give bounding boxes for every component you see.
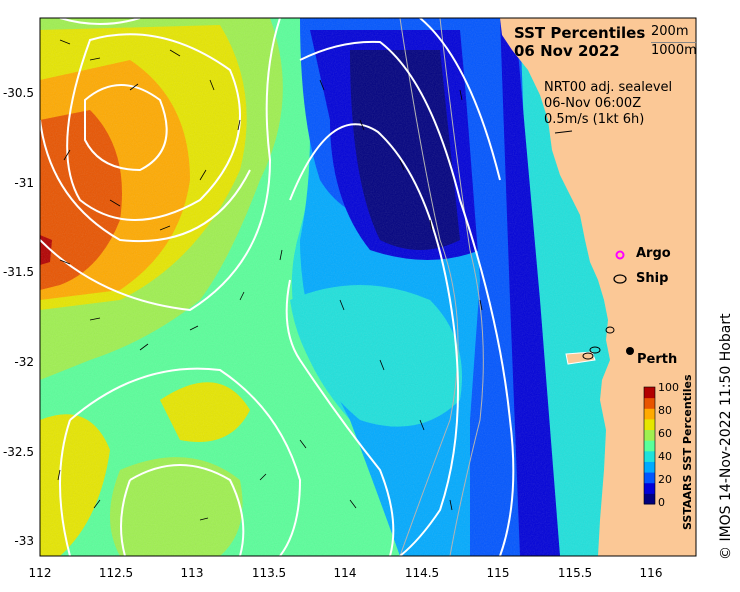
colorbar-segment	[644, 408, 655, 420]
x-tick: 113	[180, 566, 204, 580]
ship-label: Ship	[636, 271, 669, 286]
colorbar-segment	[644, 493, 655, 505]
colorbar-segment	[644, 482, 655, 494]
contour-legend-1000m: 1000m	[651, 42, 697, 58]
x-tick: 115	[486, 566, 510, 580]
y-tick: -32	[14, 355, 34, 369]
colorbar-segment	[644, 472, 655, 484]
colorbar-segment	[644, 397, 655, 409]
argo-label: Argo	[636, 246, 671, 261]
colorbar-tick: 80	[658, 404, 672, 417]
x-tick: 116	[639, 566, 663, 580]
map-date: 06 Nov 2022	[514, 42, 620, 60]
colorbar-segment	[644, 418, 655, 431]
ssh-contours	[40, 18, 515, 556]
y-tick: -31	[14, 176, 34, 190]
credit-text: © IMOS 14-Nov-2022 11:50 Hobart	[718, 313, 734, 560]
plot-area	[40, 18, 696, 556]
x-tick: 114.5	[404, 566, 440, 580]
contour-legend-200m: 200m	[651, 24, 689, 39]
x-tick: 113.5	[251, 566, 287, 580]
colorbar-tick: 40	[658, 450, 672, 463]
perth-marker	[626, 347, 634, 355]
argo-marker	[615, 250, 625, 260]
current-source: NRT00 adj. sealevel	[544, 80, 673, 95]
x-tick: 112.5	[98, 566, 134, 580]
map-title: SST Percentiles	[514, 24, 646, 42]
colorbar-tick: 20	[658, 473, 672, 486]
colorbar-segment	[644, 429, 655, 441]
colorbar	[643, 386, 656, 505]
colorbar-segment	[644, 440, 655, 452]
colorbar-segment	[644, 450, 655, 462]
colorbar-segment	[644, 461, 655, 473]
x-tick: 112	[28, 566, 52, 580]
colorbar-tick: 0	[658, 496, 665, 509]
x-tick: 115.5	[557, 566, 593, 580]
perth-label: Perth	[637, 352, 678, 367]
x-tick: 114	[333, 566, 357, 580]
current-time: 06-Nov 06:00Z	[544, 96, 642, 111]
y-tick: -33	[14, 534, 34, 548]
colorbar-tick: 100	[658, 381, 679, 394]
ship-marker	[613, 274, 627, 284]
y-tick: -31.5	[2, 265, 34, 279]
plot-frame	[39, 17, 697, 557]
y-tick: -32.5	[2, 445, 34, 459]
colorbar-segment	[644, 387, 655, 399]
y-tick: -30.5	[2, 86, 34, 100]
colorbar-label: SSTAARS SST Percentiles	[681, 374, 694, 531]
current-scale: 0.5m/s (1kt 6h)	[544, 112, 645, 127]
current-vectors	[57, 39, 483, 521]
colorbar-tick: 60	[658, 427, 672, 440]
